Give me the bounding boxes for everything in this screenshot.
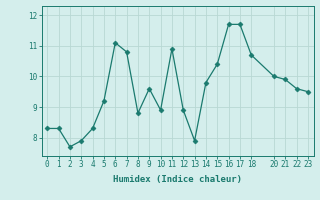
X-axis label: Humidex (Indice chaleur): Humidex (Indice chaleur) (113, 175, 242, 184)
